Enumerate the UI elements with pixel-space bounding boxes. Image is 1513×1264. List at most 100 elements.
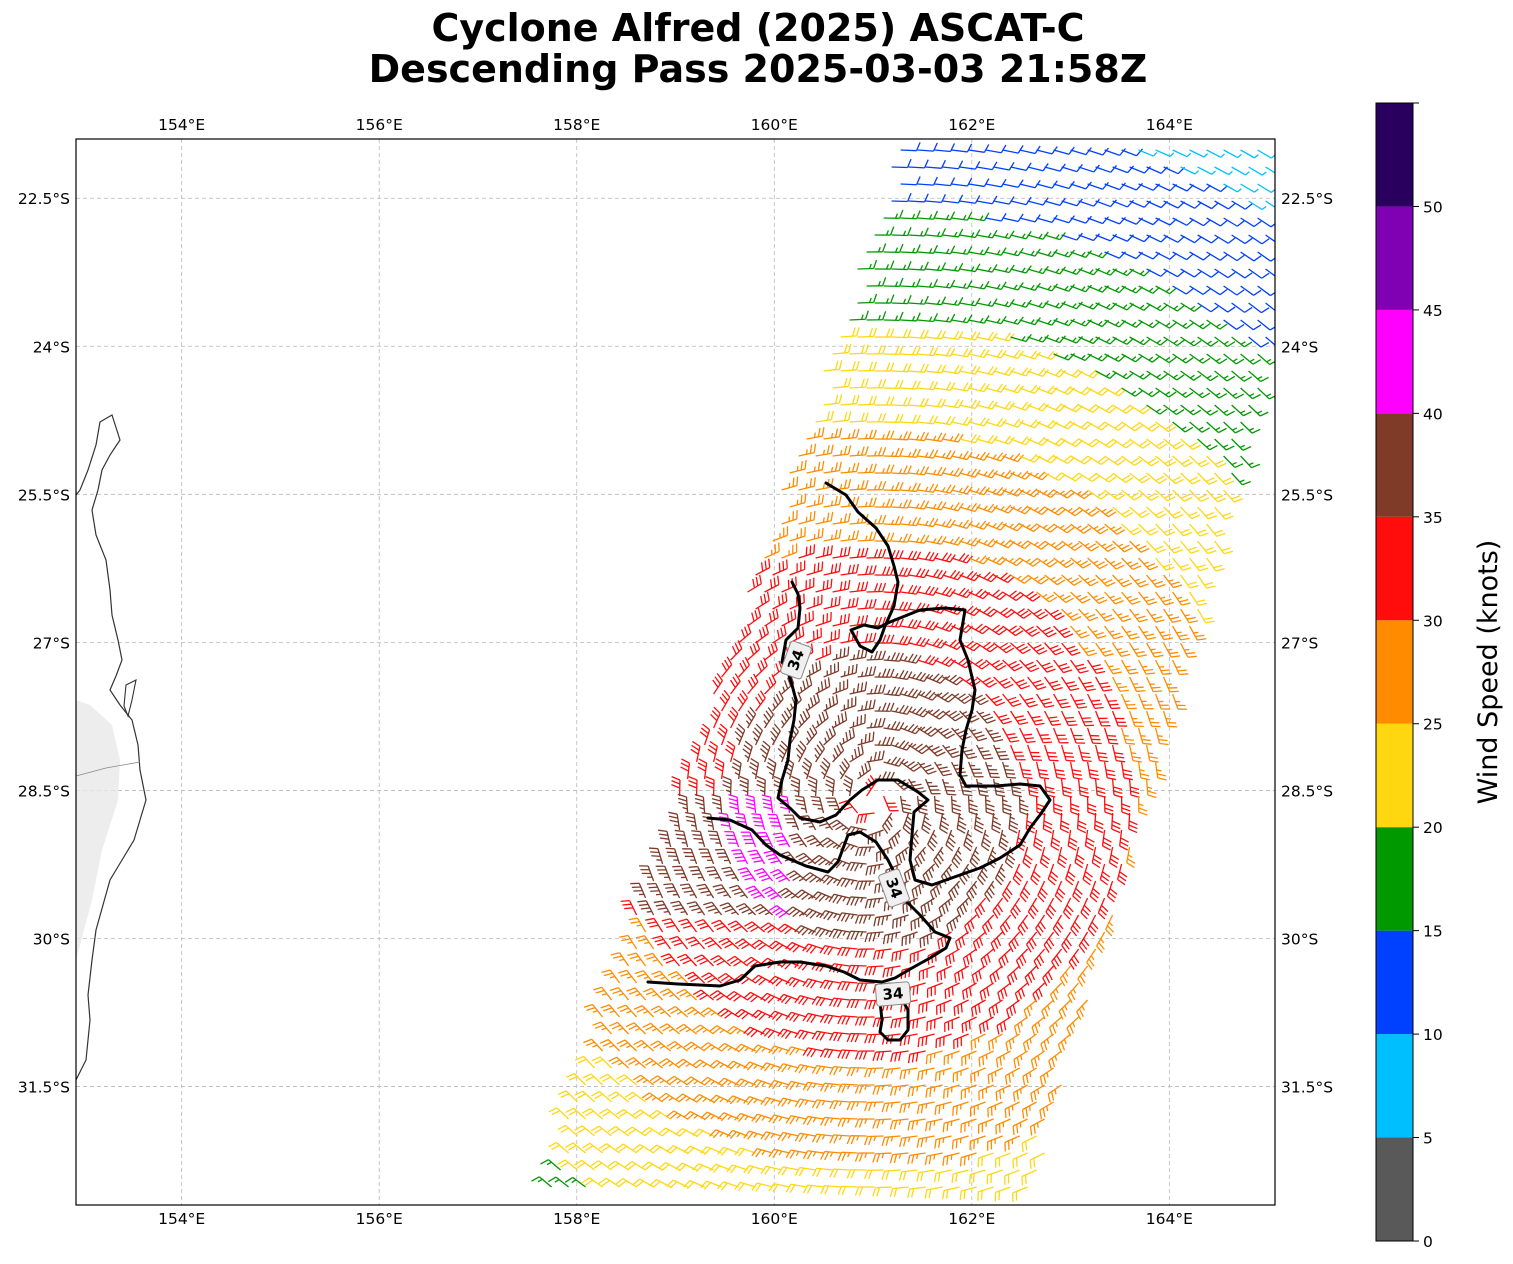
barb-feather xyxy=(809,545,812,555)
barb-feather xyxy=(1150,460,1160,467)
wind-barb xyxy=(1104,216,1127,225)
barb-feather xyxy=(1242,445,1252,451)
barb-feather xyxy=(1176,339,1185,347)
barb-feather xyxy=(1168,321,1177,329)
barb-feather xyxy=(1047,419,1055,428)
barb-half-feather xyxy=(1156,305,1162,310)
barb-feather xyxy=(847,646,850,656)
barb-feather xyxy=(1210,375,1219,382)
barb-staff xyxy=(1283,235,1296,244)
barb-staff xyxy=(1155,421,1169,433)
barb-half-feather xyxy=(890,451,895,457)
barb-feather xyxy=(881,447,887,456)
wind-barb xyxy=(857,395,878,406)
wind-barb xyxy=(883,243,904,253)
barb-feather xyxy=(851,462,856,472)
barb-feather xyxy=(1102,216,1109,224)
barb-feather xyxy=(843,479,848,489)
barb-feather xyxy=(1261,238,1270,245)
wind-barb xyxy=(1112,472,1134,483)
barb-feather xyxy=(1074,509,1083,517)
barb-feather xyxy=(945,450,952,459)
barb-feather xyxy=(1088,438,1097,446)
barb-feather xyxy=(1191,479,1201,485)
barb-feather xyxy=(1088,473,1097,480)
wind-barb xyxy=(866,243,887,253)
barb-feather xyxy=(940,194,947,203)
barb-half-feather xyxy=(1043,489,1048,495)
barb-staff xyxy=(1248,336,1262,348)
barb-half-feather xyxy=(1131,752,1137,755)
barb-staff xyxy=(1070,183,1087,190)
barb-feather xyxy=(1168,391,1177,398)
barb-staff xyxy=(1163,234,1179,243)
barb-staff xyxy=(951,319,968,324)
barb-half-feather xyxy=(932,503,937,509)
barb-feather xyxy=(1185,357,1194,364)
barb-staff xyxy=(1061,302,1077,310)
barb-feather xyxy=(974,195,981,204)
wind-barb xyxy=(1010,436,1033,446)
barb-staff xyxy=(1129,438,1144,449)
barb-feather xyxy=(970,468,977,477)
barb-half-feather xyxy=(911,315,916,321)
barb-feather xyxy=(1218,427,1227,434)
barb-half-feather xyxy=(1051,507,1056,512)
barb-half-feather xyxy=(1089,269,1094,274)
wind-barb xyxy=(1129,336,1151,346)
wind-barb xyxy=(1104,421,1126,431)
barb-feather xyxy=(983,315,990,324)
barb-half-feather xyxy=(1215,392,1221,397)
barb-half-feather xyxy=(1089,303,1094,309)
barb-staff xyxy=(1112,336,1128,345)
barb-staff xyxy=(1044,472,1060,482)
wind-barb xyxy=(1061,232,1083,241)
barb-half-feather xyxy=(894,281,899,287)
barb-feather xyxy=(1085,250,1092,258)
barb-feather xyxy=(949,177,956,186)
wind-barb xyxy=(891,226,912,237)
barb-half-feather xyxy=(1084,508,1090,513)
barb-feather xyxy=(979,486,987,494)
barb-half-feather xyxy=(877,246,881,253)
barb-feather xyxy=(1021,505,1029,513)
barb-feather xyxy=(1217,462,1227,468)
barb-staff xyxy=(1180,166,1196,175)
wind-barb xyxy=(832,445,852,457)
barb-staff xyxy=(832,419,849,423)
barb-feather xyxy=(872,293,878,303)
barb-feather xyxy=(1013,349,1021,358)
barb-feather xyxy=(898,209,904,219)
barb-feather xyxy=(983,280,990,290)
barb-half-feather xyxy=(1261,205,1267,211)
barb-feather xyxy=(1219,254,1228,261)
barb-feather xyxy=(1076,301,1084,310)
barb-half-feather xyxy=(1148,391,1154,396)
barb-staff xyxy=(1002,319,1019,325)
barb-feather xyxy=(996,383,1003,392)
wind-barb xyxy=(1010,401,1032,411)
wind-barb xyxy=(1180,166,1200,175)
wind-barb xyxy=(806,427,825,440)
barb-feather xyxy=(1160,269,1168,277)
wind-barb xyxy=(993,161,1015,171)
barb-staff xyxy=(1248,370,1262,383)
barb-half-feather xyxy=(1021,336,1026,341)
barb-half-feather xyxy=(898,502,903,508)
barb-feather xyxy=(1117,494,1126,501)
wind-barb xyxy=(1214,268,1236,279)
wind-barb xyxy=(1240,183,1259,193)
wind-barb xyxy=(976,298,998,307)
wind-barb xyxy=(815,410,834,423)
barb-feather xyxy=(1152,321,1160,329)
wind-barb xyxy=(832,377,852,389)
barb-feather xyxy=(1130,457,1140,464)
barb-feather xyxy=(826,411,830,421)
barb-staff xyxy=(1044,166,1061,172)
barb-half-feather xyxy=(890,485,895,491)
barb-staff xyxy=(1104,251,1120,259)
barb-staff xyxy=(1053,183,1070,190)
barb-staff xyxy=(968,285,985,290)
barb-half-feather xyxy=(1081,286,1086,291)
chart-title-line1: Cyclone Alfred (2025) ASCAT-C xyxy=(431,6,1085,50)
